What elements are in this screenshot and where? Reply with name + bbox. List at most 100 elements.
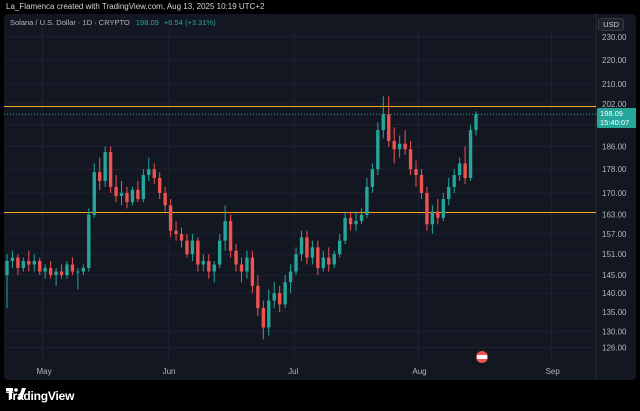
candle-body bbox=[98, 172, 102, 181]
candle-body bbox=[207, 261, 211, 272]
candle-body bbox=[196, 240, 200, 265]
candle-body bbox=[381, 114, 385, 131]
candle-body bbox=[452, 175, 456, 187]
x-tick-label: Jun bbox=[163, 367, 176, 376]
candle-body bbox=[376, 130, 380, 170]
candle-body bbox=[430, 211, 435, 225]
event-marker-icon bbox=[476, 351, 488, 363]
candle-body bbox=[65, 264, 69, 276]
candle-body bbox=[403, 143, 407, 150]
candle-body bbox=[463, 163, 467, 178]
candle-body bbox=[27, 261, 31, 265]
y-tick-label: 210.00 bbox=[602, 80, 627, 89]
candle-body bbox=[21, 261, 26, 268]
candle-body bbox=[245, 257, 249, 272]
candle-body bbox=[125, 192, 129, 203]
candle-body bbox=[436, 211, 440, 218]
candle-body bbox=[70, 264, 75, 272]
candle-body bbox=[43, 267, 47, 272]
y-tick-label: 140.00 bbox=[602, 289, 627, 298]
candle-body bbox=[147, 169, 151, 176]
candle-body bbox=[441, 199, 445, 218]
candle-body bbox=[256, 285, 260, 309]
candle-body bbox=[294, 254, 298, 272]
y-tick-label: 126.00 bbox=[602, 344, 627, 353]
chart-pane[interactable]: 126.00 130.00 135.00 140.00 145.00 151.00 157.… bbox=[4, 14, 636, 380]
last-price-tag: 198.09 15:40:07 bbox=[597, 108, 636, 129]
candle-body bbox=[54, 271, 58, 276]
footer-branding: TradingView bbox=[6, 388, 74, 404]
y-tick-label: 157.00 bbox=[602, 230, 627, 239]
candle-body bbox=[212, 264, 216, 272]
candle-body bbox=[38, 261, 42, 272]
candle-body bbox=[425, 192, 429, 225]
candle-body bbox=[267, 300, 271, 328]
last-price: 198.09 bbox=[135, 18, 159, 27]
y-tick-label: 145.00 bbox=[602, 271, 627, 280]
candle-body bbox=[10, 257, 15, 262]
candle-body bbox=[185, 240, 189, 255]
candle-body bbox=[168, 205, 173, 231]
candle-body bbox=[228, 221, 233, 251]
candle-body bbox=[108, 152, 113, 187]
candle-body bbox=[179, 234, 184, 241]
candle-body bbox=[48, 267, 53, 276]
candle-body bbox=[92, 172, 96, 215]
candle-body bbox=[59, 271, 64, 276]
candle-body bbox=[217, 240, 222, 265]
symbol-name: Solana / U.S. Dollar · 1D · CRYPTO bbox=[10, 18, 130, 27]
candle-body bbox=[408, 149, 413, 170]
candle-body bbox=[152, 169, 156, 178]
candle-body bbox=[119, 192, 124, 196]
price-change: +6.54 (+3.31%) bbox=[163, 18, 216, 27]
candle-body bbox=[474, 114, 478, 131]
candle-body bbox=[387, 114, 391, 141]
candlestick-chart[interactable]: 126.00 130.00 135.00 140.00 145.00 151.00 157.… bbox=[4, 14, 636, 380]
x-tick-label: Sep bbox=[546, 367, 561, 376]
candle-body bbox=[337, 240, 342, 255]
price-tag-countdown: 15:40:07 bbox=[600, 118, 630, 128]
candle-body bbox=[76, 271, 80, 273]
candle-body bbox=[457, 163, 462, 176]
candle-body bbox=[392, 140, 396, 150]
chart-attribution: La_Flamenca created with TradingView.com… bbox=[6, 2, 265, 11]
candle-body bbox=[158, 177, 162, 193]
candle-body bbox=[239, 264, 244, 272]
y-tick-label: 220.00 bbox=[602, 56, 627, 65]
candle-body bbox=[163, 192, 167, 206]
candle-body bbox=[103, 152, 107, 181]
candle-body bbox=[16, 257, 20, 268]
candle-body bbox=[141, 175, 146, 200]
candle-body bbox=[32, 261, 36, 265]
candle-body bbox=[447, 186, 451, 200]
y-tick-label: 163.00 bbox=[602, 211, 627, 220]
candle-body bbox=[130, 189, 135, 203]
y-tick-label: 170.00 bbox=[602, 189, 627, 198]
y-tick-label: 130.00 bbox=[602, 327, 627, 336]
candle-body bbox=[354, 221, 358, 225]
y-tick-label: 230.00 bbox=[602, 33, 627, 42]
candle-body bbox=[310, 247, 315, 258]
candle-body bbox=[87, 214, 91, 268]
candle-body bbox=[397, 143, 402, 150]
y-tick-label: 151.00 bbox=[602, 250, 627, 259]
currency-button[interactable]: USD bbox=[598, 18, 624, 31]
candle-body bbox=[114, 186, 118, 196]
x-tick-label: May bbox=[36, 367, 51, 376]
candle-body bbox=[321, 257, 325, 268]
candle-body bbox=[305, 237, 309, 258]
candle-body bbox=[250, 257, 255, 286]
candle-body bbox=[272, 293, 276, 301]
candle-body bbox=[365, 186, 369, 215]
candle-body bbox=[5, 261, 9, 276]
candle-body bbox=[332, 254, 336, 265]
candle-body bbox=[174, 230, 178, 235]
candle-body bbox=[283, 282, 287, 305]
candle-body bbox=[190, 240, 195, 255]
y-tick-label: 135.00 bbox=[602, 308, 627, 317]
candle-body bbox=[81, 267, 86, 272]
candle-body bbox=[223, 221, 227, 241]
candle-body bbox=[277, 293, 282, 305]
y-tick-label: 178.00 bbox=[602, 165, 627, 174]
y-tick-label: 186.00 bbox=[602, 143, 627, 152]
